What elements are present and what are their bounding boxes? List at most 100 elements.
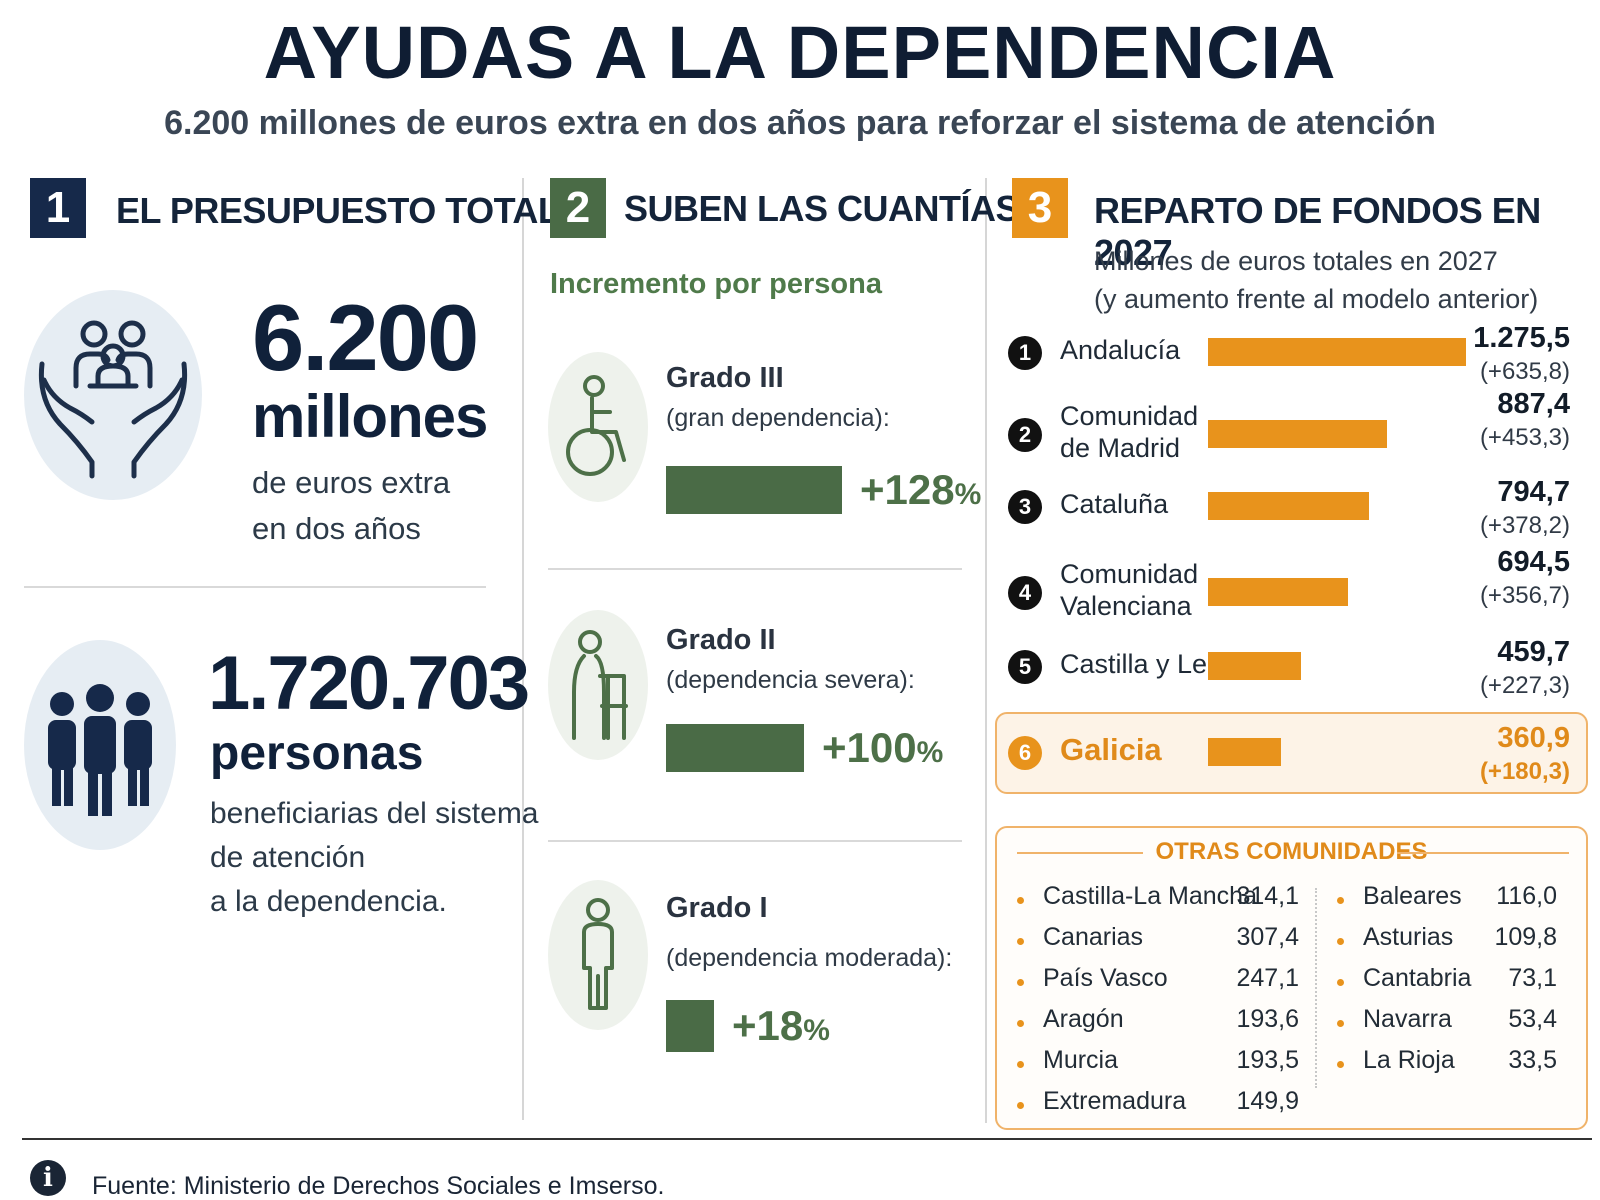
others-list-item: País Vasco 247,1 — [1017, 964, 1299, 1004]
others-separator — [1315, 888, 1317, 1088]
bullet-icon — [1337, 938, 1344, 945]
others-region-value: 314,1 — [1236, 882, 1299, 910]
others-region-name: Canarias — [1043, 923, 1144, 951]
others-list-item: Asturias 109,8 — [1337, 923, 1557, 963]
section-title-3: REPARTO DE FONDOS EN 2027 — [1094, 190, 1541, 273]
budget-icon-circle — [24, 290, 202, 500]
region-value: 1.275,5 — [1473, 322, 1570, 354]
region-value: 794,7 — [1497, 476, 1570, 508]
grade3-percent: +128% — [860, 466, 982, 513]
region-increase: (+180,3) — [1479, 758, 1570, 785]
budget-value: 6.200 — [252, 285, 479, 390]
grade1-subtitle: (dependencia moderada): — [666, 944, 953, 972]
region-increase: (+227,3) — [1479, 672, 1570, 699]
section-number-3: 3 — [1012, 178, 1068, 238]
grade2-percent: +100% — [822, 724, 944, 771]
page-subtitle: 6.200 millones de euros extra en dos año… — [164, 104, 1436, 142]
others-region-value: 149,9 — [1236, 1087, 1299, 1115]
page-title: AYUDAS A LA DEPENDENCIA — [263, 11, 1337, 94]
region-name: Andalucía — [1060, 335, 1181, 365]
column-divider — [985, 178, 987, 1123]
region-name: Castilla y León — [1060, 649, 1238, 679]
source-note: Fuente: Ministerio de Derechos Sociales … — [92, 1172, 665, 1200]
section-title-1: EL PRESUPUESTO TOTAL — [116, 190, 560, 231]
region-name: Comunidad de Madrid — [1060, 401, 1199, 463]
region-value: 459,7 — [1497, 636, 1570, 668]
section-number-2: 2 — [550, 178, 606, 238]
walker-person-icon — [572, 630, 628, 740]
bullet-icon — [1017, 897, 1024, 904]
others-region-name: País Vasco — [1043, 964, 1168, 992]
section3-subtitle: Millones de euros totales en 2027 (y aum… — [1094, 246, 1539, 314]
rank-badge: 2 — [1008, 418, 1042, 452]
grade2-subtitle: (dependencia severa): — [666, 666, 915, 694]
others-list-item: Murcia 193,5 — [1017, 1046, 1299, 1086]
region-value: 887,4 — [1497, 388, 1570, 420]
bullet-icon — [1017, 1020, 1024, 1027]
region-value: 360,9 — [1497, 722, 1570, 754]
others-title-line — [1397, 852, 1569, 854]
others-list-item: Aragón 193,6 — [1017, 1005, 1299, 1045]
others-region-name: Cantabria — [1363, 964, 1472, 992]
others-title-line — [1017, 852, 1143, 854]
region-bar — [1208, 578, 1348, 606]
others-list-item: Extremadura 149,9 — [1017, 1087, 1299, 1127]
others-box: OTRAS COMUNIDADES Castilla-La Mancha 314,… — [995, 826, 1588, 1130]
region-value: 694,5 — [1497, 546, 1570, 578]
grade1-bar — [666, 1000, 714, 1052]
others-list-item: Canarias 307,4 — [1017, 923, 1299, 963]
others-region-name: La Rioja — [1363, 1046, 1455, 1074]
region-bar — [1208, 420, 1387, 448]
others-region-name: Baleares — [1363, 882, 1462, 910]
bullet-icon — [1017, 979, 1024, 986]
grade2-title: Grado II — [666, 624, 776, 656]
region-bar — [1208, 338, 1466, 366]
others-list-item: Baleares 116,0 — [1337, 882, 1557, 922]
column-divider — [522, 178, 524, 1120]
people-value: 1.720.703 — [208, 641, 530, 726]
section1-divider — [24, 586, 486, 588]
region-bar — [1208, 738, 1281, 766]
others-region-value: 307,4 — [1236, 923, 1299, 951]
people-group-icon — [48, 684, 152, 816]
region-increase: (+453,3) — [1479, 424, 1570, 451]
others-list-item: Cantabria 73,1 — [1337, 964, 1557, 1004]
info-icon: i — [30, 1160, 66, 1196]
others-region-value: 116,0 — [1496, 882, 1557, 910]
wheelchair-icon — [566, 375, 626, 476]
others-region-value: 109,8 — [1494, 923, 1557, 951]
others-region-name: Murcia — [1043, 1046, 1119, 1074]
standing-person-icon — [582, 898, 614, 1010]
hands-family-icon — [38, 320, 188, 479]
region-name: Galicia — [1060, 732, 1162, 767]
grade3-title: Grado III — [666, 362, 784, 394]
people-unit: personas — [210, 727, 424, 780]
bullet-icon — [1337, 1020, 1344, 1027]
budget-description: de euros extra en dos años — [252, 465, 451, 546]
others-region-name: Asturias — [1363, 923, 1454, 951]
rank-badge: 3 — [1008, 490, 1042, 524]
others-region-value: 193,6 — [1236, 1005, 1299, 1033]
grade1-icon-circle — [548, 880, 648, 1030]
others-list-item: Navarra 53,4 — [1337, 1005, 1557, 1045]
bullet-icon — [1017, 1102, 1024, 1109]
others-region-value: 247,1 — [1236, 964, 1299, 992]
others-region-name: Navarra — [1363, 1005, 1452, 1033]
region-bar — [1208, 652, 1301, 680]
grade-divider — [548, 568, 962, 570]
others-region-value: 73,1 — [1508, 964, 1557, 992]
budget-unit: millones — [252, 383, 488, 450]
others-region-value: 193,5 — [1236, 1046, 1299, 1074]
region-name: Cataluña — [1060, 489, 1169, 519]
people-icon-circle — [24, 640, 176, 850]
bullet-icon — [1337, 1061, 1344, 1068]
bullet-icon — [1337, 979, 1344, 986]
others-region-name: Aragón — [1043, 1005, 1124, 1033]
grade-divider — [548, 840, 962, 842]
rank-badge: 1 — [1008, 336, 1042, 370]
grade1-percent: +18% — [732, 1002, 830, 1049]
grade1-title: Grado I — [666, 892, 768, 924]
grade3-icon-circle — [548, 352, 648, 502]
bullet-icon — [1337, 897, 1344, 904]
others-list-item: La Rioja 33,5 — [1337, 1046, 1557, 1086]
